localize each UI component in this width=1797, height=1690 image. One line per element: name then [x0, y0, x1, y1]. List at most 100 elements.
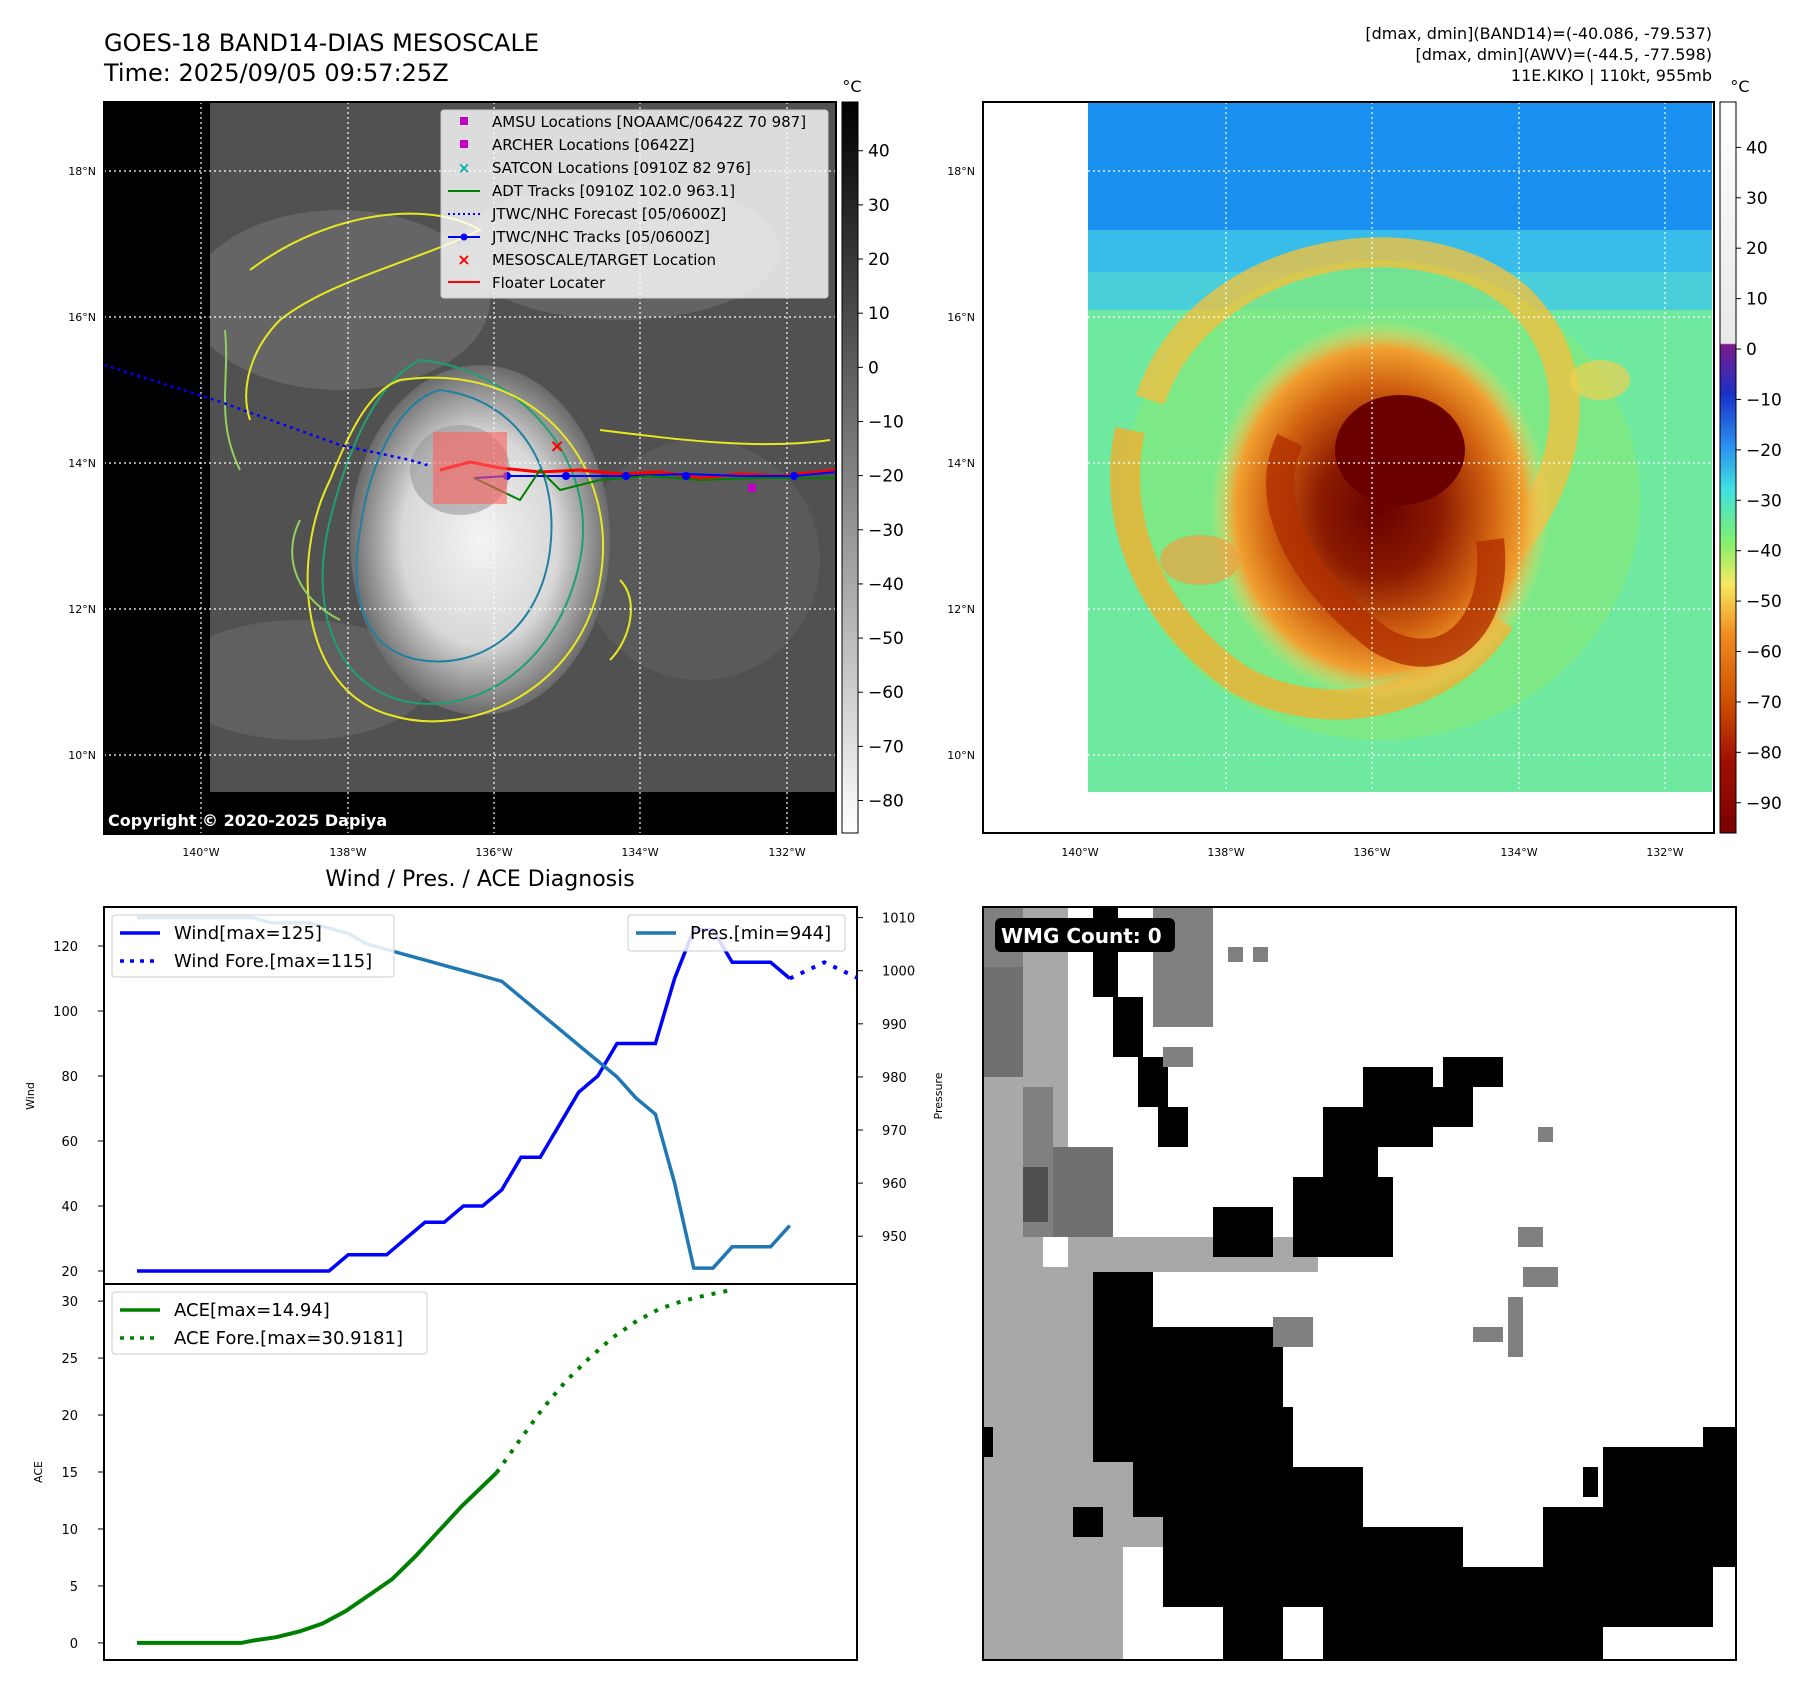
jtwc-track-point [622, 472, 630, 480]
awv-map-panel: 18°N 16°N 14°N 12°N 10°N 140°W 138°W 136… [947, 101, 1715, 859]
awv-gridlines [983, 102, 1714, 833]
colorbar-tick-label: 10 [868, 304, 890, 324]
lat-tick-label: 18°N [947, 165, 975, 178]
wmg-block [1228, 947, 1243, 962]
jtwc-track-point [562, 472, 570, 480]
ace-ytick-label: 30 [61, 1295, 78, 1310]
amsu-marker [748, 484, 756, 492]
ace-ytick-label: 10 [61, 1523, 78, 1538]
legend-jtwc-tracks: JTWC/NHC Tracks [05/0600Z] [491, 228, 710, 246]
adt-track-line [473, 468, 836, 502]
legend-pressure: Pres.[min=944] [690, 923, 831, 944]
colorbar-tick-label: 30 [868, 196, 890, 216]
wmg-block [1303, 1427, 1423, 1467]
colorbar-right-unit: °C [1730, 77, 1749, 96]
copyright-text: Copyright © 2020-2025 Dapiya [108, 811, 387, 830]
colorbar-tick-label: −20 [1746, 441, 1782, 461]
awv-lon-labels: 140°W 138°W 136°W 134°W 132°W [1061, 846, 1683, 859]
wmg-block [1213, 1207, 1273, 1257]
jtwc-track-point [790, 472, 798, 480]
pressure-ytick-label: 1000 [882, 965, 915, 980]
lat-tick-label: 12°N [68, 603, 96, 616]
pressure-ytick-label: 950 [882, 1230, 907, 1245]
wind-ytick-label: 60 [61, 1135, 78, 1150]
colorbar-tick-label: 0 [1746, 340, 1757, 360]
wmg-block [1538, 1127, 1553, 1142]
wmg-block [1273, 1317, 1313, 1347]
colorbar-tick-label: −50 [1746, 592, 1782, 612]
svg-text:×: × [458, 159, 471, 177]
ir-lat-labels: 18°N 16°N 14°N 12°N 10°N [68, 165, 96, 762]
colorbar-tick-label: −10 [1746, 390, 1782, 410]
pressure-ytick-label: 980 [882, 1071, 907, 1086]
legend-jtwc-forecast: JTWC/NHC Forecast [05/0600Z] [491, 205, 726, 223]
colorbar-tick-label: 40 [868, 142, 890, 162]
colorbar-tick-label: 30 [1746, 189, 1768, 209]
wind-legend: Wind[max=125] Wind Fore.[max=115] [111, 914, 395, 978]
wmg-block [1283, 1607, 1323, 1660]
jtwc-forecast-line [103, 363, 431, 468]
colorbar-tick-label: −40 [1746, 542, 1782, 562]
lon-tick-label: 132°W [1646, 846, 1683, 859]
wind-ytick-label: 100 [53, 1005, 78, 1020]
ace-series-line [137, 1471, 498, 1645]
figure-title: GOES-18 BAND14-DIAS MESOSCALE [104, 29, 539, 57]
colorbar-tick-label: −20 [868, 467, 904, 487]
ace-ytick-label: 0 [70, 1637, 78, 1652]
pressure-ytick-label: 970 [882, 1124, 907, 1139]
wmg-block [1253, 947, 1268, 962]
colorbar-tick-label: −40 [868, 575, 904, 595]
pressure-ytick-label: 960 [882, 1177, 907, 1192]
colorbar-tick-label: −60 [868, 683, 904, 703]
lat-tick-label: 12°N [947, 603, 975, 616]
colorbar-tick-label: −30 [868, 521, 904, 541]
colorbar-tick-label: 0 [868, 358, 879, 378]
legend-wind: Wind[max=125] [174, 923, 322, 944]
lon-tick-label: 134°W [621, 846, 658, 859]
colorbar-tick-label: −90 [1746, 794, 1782, 814]
awv-imagery [983, 102, 1714, 833]
pressure-legend: Pres.[min=944] [627, 914, 846, 952]
wmg-block [1703, 1427, 1736, 1567]
floater-box [433, 432, 507, 504]
wmg-block [1053, 1147, 1113, 1237]
chart-title: Wind / Pres. / ACE Diagnosis [325, 867, 634, 892]
colorbar-left-unit: °C [842, 77, 861, 96]
jtwc-track-line [473, 471, 837, 479]
colorbar-tick-label: −10 [868, 412, 904, 432]
lat-tick-label: 14°N [947, 457, 975, 470]
colorbar-tick-label: −50 [868, 629, 904, 649]
wmg-block [1068, 1237, 1318, 1272]
legend-wind-forecast: Wind Fore.[max=115] [174, 951, 372, 972]
colorbar-right: °C 40 30 20 10 0 −10 −20 −30 −40 −50 −60 −70 −80 −90 [1719, 77, 1782, 834]
ace-ytick-label: 15 [61, 1466, 78, 1481]
wmg-count-badge [995, 918, 1175, 952]
wmg-block [1023, 1167, 1048, 1222]
wmg-block [1508, 1297, 1523, 1357]
wind-ytick-label: 20 [61, 1265, 78, 1280]
wmg-block [1413, 1087, 1473, 1127]
wmg-block [1113, 997, 1143, 1057]
wind-ytick-label: 120 [53, 940, 78, 955]
legend-ace-forecast: ACE Fore.[max=30.9181] [174, 1328, 403, 1349]
wind-ytick-label: 40 [61, 1200, 78, 1215]
svg-text:×: × [457, 250, 470, 269]
lon-tick-label: 138°W [1207, 846, 1244, 859]
wmg-block [1073, 1507, 1103, 1537]
ace-ytick-label: 20 [61, 1409, 78, 1424]
ace-ytick-label: 5 [70, 1580, 78, 1595]
lat-tick-label: 16°N [68, 311, 96, 324]
pressure-ylabel: Pressure [932, 1072, 945, 1119]
wmg-block [1473, 1327, 1503, 1342]
colorbar-tick-label: −60 [1746, 643, 1782, 663]
lon-tick-label: 134°W [1500, 846, 1537, 859]
legend-mesoscale: MESOSCALE/TARGET Location [492, 251, 716, 269]
ace-legend: ACE[max=14.94] ACE Fore.[max=30.9181] [111, 1291, 428, 1355]
ace-ytick-label: 25 [61, 1352, 78, 1367]
colorbar-tick-label: −70 [868, 737, 904, 757]
wind-pressure-chart: 20 40 60 80 100 120 950 960 970 980 990 1000 1010 Wi… [24, 906, 945, 1285]
lon-tick-label: 140°W [182, 846, 219, 859]
wmg-block [1158, 1107, 1188, 1147]
legend-adt: ADT Tracks [0910Z 102.0 963.1] [492, 182, 735, 200]
